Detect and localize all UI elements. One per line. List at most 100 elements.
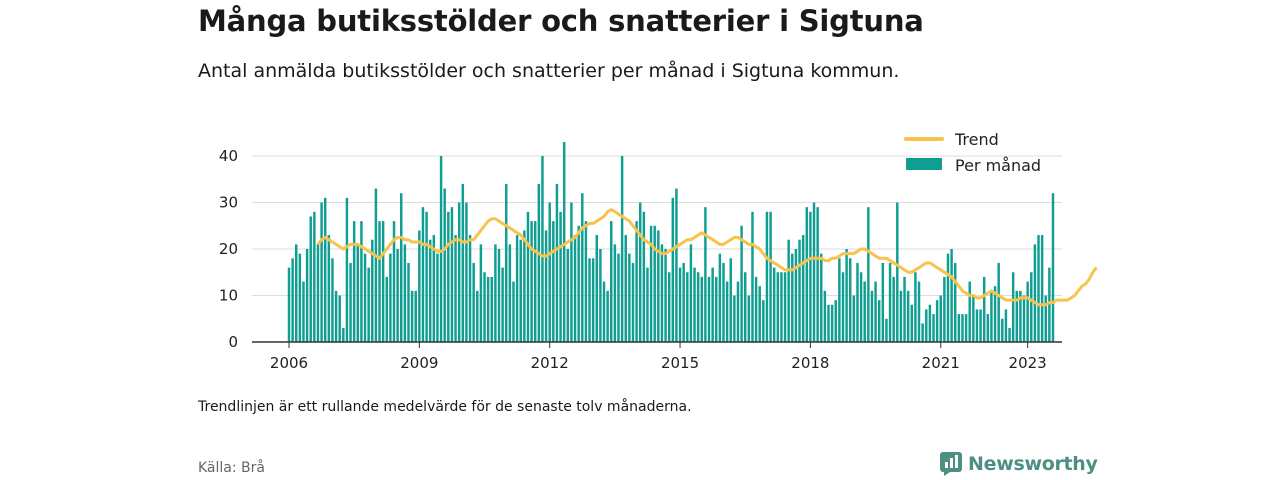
bar <box>1022 295 1026 342</box>
bar <box>555 183 559 342</box>
bar <box>635 221 638 342</box>
chart: 0 10 20 30 40 2006 2009 2012 2015 2018 2021 2023 T… <box>219 130 1098 372</box>
bar <box>852 295 856 342</box>
bar <box>972 295 975 342</box>
bar <box>1051 193 1055 342</box>
legend: Trend Per månad <box>904 130 1041 175</box>
bar <box>617 253 620 342</box>
bar <box>859 272 863 342</box>
bar <box>932 314 935 342</box>
newsworthy-logo-icon <box>940 452 962 476</box>
bar <box>624 235 627 342</box>
bar <box>523 230 526 342</box>
bar <box>606 290 609 342</box>
bar <box>302 281 305 342</box>
bar <box>602 281 606 342</box>
bar <box>613 244 617 342</box>
bar <box>990 290 993 342</box>
bar <box>682 262 685 342</box>
bar <box>783 272 787 342</box>
bar <box>410 290 414 342</box>
bar <box>515 235 519 342</box>
bar <box>667 272 671 342</box>
bar <box>993 286 997 342</box>
bar <box>620 156 624 342</box>
bar <box>552 221 555 342</box>
bar <box>961 314 964 342</box>
bar <box>820 253 823 342</box>
bar <box>363 253 367 342</box>
legend-trend-label: Trend <box>954 130 999 149</box>
bar <box>591 258 595 342</box>
bar <box>309 216 312 342</box>
x-tick-label: 2012 <box>531 354 569 372</box>
bar <box>791 253 794 342</box>
bar <box>754 276 758 342</box>
bar <box>599 249 602 342</box>
bar <box>809 211 812 342</box>
bar <box>928 304 932 342</box>
bar <box>356 244 360 342</box>
chart-note: Trendlinjen är ett rullande medelvärde f… <box>198 399 692 415</box>
bar <box>642 211 646 342</box>
bar <box>1037 235 1040 342</box>
bar <box>468 235 472 342</box>
bar <box>1044 295 1047 342</box>
bar <box>533 221 537 342</box>
bar <box>570 202 573 342</box>
bar <box>892 276 895 342</box>
bar <box>389 253 392 342</box>
bar <box>686 272 689 342</box>
bar <box>671 197 675 342</box>
x-tick-label: 2018 <box>791 354 829 372</box>
bar <box>367 267 370 342</box>
bar <box>400 193 403 342</box>
x-tick-label: 2023 <box>1009 354 1047 372</box>
bar <box>798 239 801 342</box>
bar <box>888 262 892 342</box>
bar <box>696 272 700 342</box>
bar <box>483 272 486 342</box>
bar <box>1008 328 1011 342</box>
bar <box>678 267 682 342</box>
bar <box>964 314 968 342</box>
bar <box>896 202 899 342</box>
bar <box>816 207 819 342</box>
bar <box>917 281 921 342</box>
trend-line <box>316 207 1098 307</box>
bar <box>805 207 809 342</box>
bar <box>1033 244 1037 342</box>
legend-bar-swatch <box>906 158 942 170</box>
bar <box>566 249 570 342</box>
bar <box>436 253 439 342</box>
bar <box>472 262 475 342</box>
bar <box>581 193 584 342</box>
bar <box>986 314 990 342</box>
bar <box>1048 267 1051 342</box>
bar <box>700 276 703 342</box>
bar <box>541 156 544 342</box>
newsworthy-logo[interactable]: Newsworthy <box>940 452 1098 476</box>
bar <box>910 304 914 342</box>
bar <box>838 258 841 342</box>
bar <box>501 267 504 342</box>
x-axis-ticks: 2006 2009 2012 2015 2018 2021 2023 <box>270 342 1047 372</box>
bar <box>707 276 711 342</box>
bar <box>486 276 490 342</box>
bar <box>588 258 591 342</box>
bar <box>345 197 349 342</box>
bar <box>906 290 910 342</box>
bar <box>320 202 323 342</box>
bar <box>747 295 751 342</box>
bar <box>295 244 298 342</box>
bar <box>548 202 551 342</box>
bar <box>494 244 497 342</box>
bar <box>298 253 302 342</box>
bar <box>378 221 381 342</box>
bar <box>628 253 631 342</box>
bar <box>722 262 725 342</box>
bar <box>414 290 417 342</box>
bar <box>349 262 352 342</box>
bar <box>812 202 816 342</box>
bar <box>638 202 642 342</box>
